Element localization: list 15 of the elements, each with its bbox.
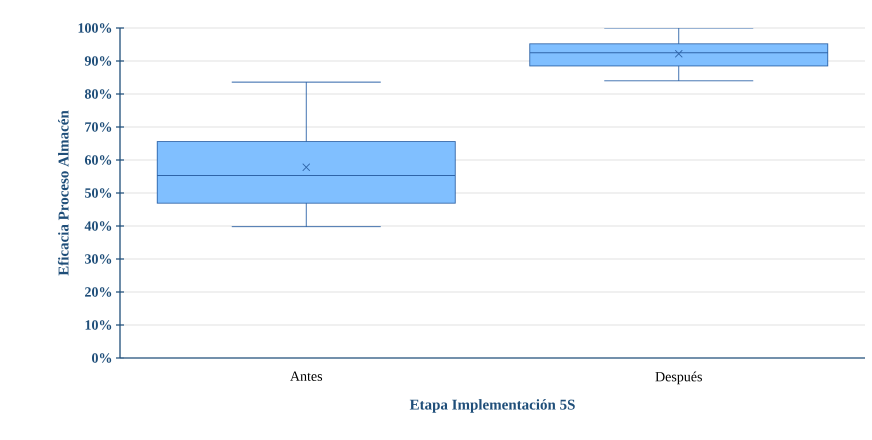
- x-tick-label: Antes: [290, 372, 322, 381]
- y-tick-label: 90%: [84, 56, 112, 66]
- y-axis-title: Eficacia Proceso Almacén: [58, 110, 69, 276]
- y-tick-label: 60%: [84, 155, 112, 165]
- y-tick-label: 0%: [92, 353, 112, 363]
- y-tick-label: 10%: [86, 320, 112, 330]
- x-axis-title: Etapa Implementación 5S: [410, 399, 575, 413]
- y-tick-label: 40%: [84, 221, 112, 231]
- y-tick-label: 70%: [85, 122, 112, 132]
- y-tick-label: 80%: [84, 89, 112, 99]
- y-tick-label: 20%: [85, 287, 112, 297]
- y-tick-label: 100%: [78, 23, 112, 33]
- x-tick-label: Después: [655, 372, 702, 384]
- y-tick-label: 30%: [85, 254, 112, 264]
- y-tick-label: 50%: [85, 188, 112, 198]
